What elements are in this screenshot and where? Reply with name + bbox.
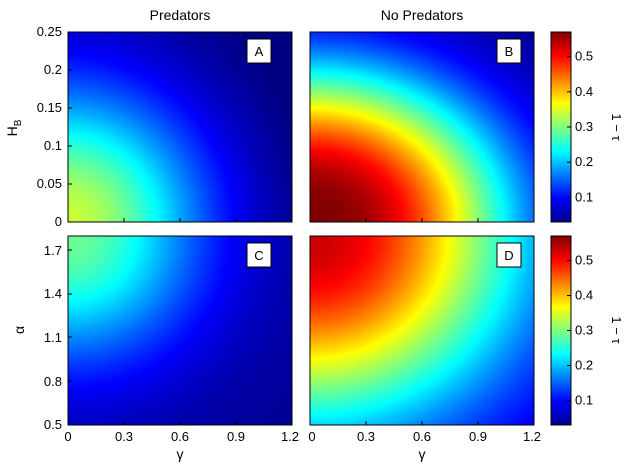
colorbar-tick-label: 0.5 bbox=[575, 49, 593, 64]
panel-label-c: C bbox=[254, 248, 263, 263]
x-tick-label: 0.6 bbox=[171, 429, 189, 444]
x-tick-label: 0.9 bbox=[469, 429, 487, 444]
colorbar-tick-label: 0.1 bbox=[575, 189, 593, 204]
colorbar-tick-label: 0.2 bbox=[575, 154, 593, 169]
panel-b: B bbox=[309, 31, 535, 223]
x-tick-label: 0.3 bbox=[115, 429, 133, 444]
y-axis-label-sub: B bbox=[13, 119, 24, 126]
x-ticks-c: 0 0.3 0.6 0.9 1.2 bbox=[64, 429, 299, 444]
colorbar-label: 1 − τ bbox=[609, 316, 624, 344]
colorbar-tick-label: 0.5 bbox=[575, 253, 593, 268]
panel-label-b: B bbox=[505, 44, 514, 59]
panel-label-a: A bbox=[255, 44, 264, 59]
panel-d: D bbox=[309, 235, 535, 426]
x-tick-marks bbox=[123, 218, 479, 425]
y-tick-label: 0.1 bbox=[44, 138, 62, 153]
colorbar-top: 0.1 0.2 0.3 0.4 0.5 1 − τ bbox=[550, 31, 624, 223]
colorbar-tick-label: 0.1 bbox=[575, 393, 593, 408]
x-axis-label-c: γ bbox=[177, 446, 184, 462]
x-ticks-d: 0 0.3 0.6 0.9 1.2 bbox=[308, 429, 541, 444]
y-ticks-a: 0 0.05 0.1 0.15 0.2 0.25 bbox=[37, 24, 62, 229]
x-tick-label: 1.2 bbox=[281, 429, 299, 444]
heatmap-b bbox=[310, 32, 534, 222]
y-tick-label: 0.5 bbox=[44, 417, 62, 432]
heatmap-a bbox=[68, 32, 292, 222]
y-tick-label: 1.1 bbox=[44, 330, 62, 345]
colorbar-tick-label: 0.3 bbox=[575, 323, 593, 338]
y-tick-label: 0.2 bbox=[44, 62, 62, 77]
panel-label-d-box bbox=[496, 242, 522, 268]
panel-label-c-box bbox=[246, 242, 272, 268]
y-tick-label: 1.4 bbox=[44, 286, 62, 301]
x-tick-label: 0 bbox=[308, 429, 315, 444]
x-tick-label: 0.6 bbox=[413, 429, 431, 444]
y-axis-label-main: H bbox=[4, 126, 20, 136]
y-tick-label: 0.8 bbox=[44, 374, 62, 389]
y-tick-label: 1.7 bbox=[44, 243, 62, 258]
panel-label-d: D bbox=[504, 248, 513, 263]
svg-text:HB: HB bbox=[4, 119, 24, 136]
column-title-predators: Predators bbox=[150, 7, 211, 23]
panel-c: C bbox=[67, 235, 293, 426]
colorbar-bottom: 0.1 0.2 0.3 0.4 0.5 1 − τ bbox=[550, 235, 624, 426]
x-tick-label: 0.3 bbox=[357, 429, 375, 444]
y-tick-marks bbox=[68, 69, 72, 426]
panel-label-b-box bbox=[496, 38, 522, 64]
y-tick-label: 0 bbox=[55, 214, 62, 229]
y-ticks-c: 0.5 0.8 1.1 1.4 1.7 bbox=[44, 243, 62, 432]
y-tick-label: 0.05 bbox=[37, 176, 62, 191]
colorbar-tick-label: 0.3 bbox=[575, 119, 593, 134]
panel-label-a-box bbox=[246, 38, 272, 64]
colorbar-label: 1 − τ bbox=[609, 113, 624, 141]
panel-a: A bbox=[67, 31, 293, 223]
colorbar-tick-label: 0.2 bbox=[575, 358, 593, 373]
colorbar-tick-label: 0.4 bbox=[575, 288, 593, 303]
x-tick-label: 0.9 bbox=[227, 429, 245, 444]
y-tick-label: 0.15 bbox=[37, 100, 62, 115]
colorbar-tick-label: 0.4 bbox=[575, 84, 593, 99]
x-axis-label-d: γ bbox=[419, 446, 426, 462]
y-axis-label-a: HB bbox=[4, 119, 24, 136]
x-tick-label: 1.2 bbox=[523, 429, 541, 444]
x-tick-label: 0 bbox=[64, 429, 71, 444]
column-title-no-predators: No Predators bbox=[381, 7, 463, 23]
y-axis-label-c: α bbox=[11, 326, 27, 334]
y-tick-label: 0.25 bbox=[37, 24, 62, 39]
